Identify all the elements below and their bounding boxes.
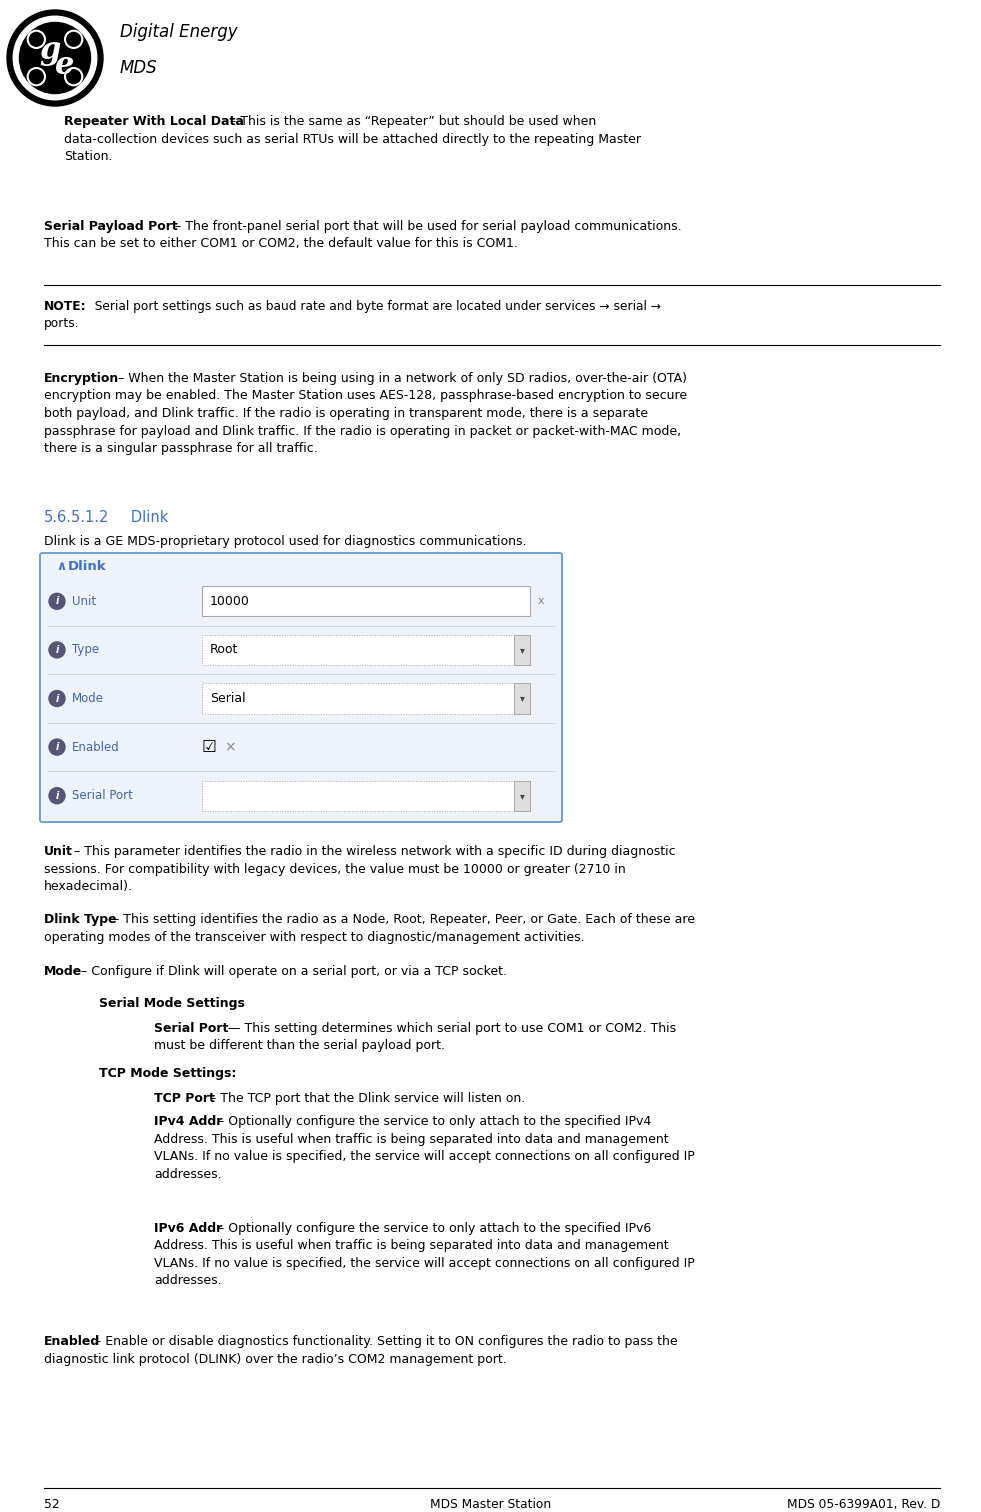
Circle shape [49, 643, 65, 658]
Text: ∧: ∧ [56, 559, 66, 573]
Text: TCP Mode Settings:: TCP Mode Settings: [99, 1067, 236, 1080]
Text: MDS: MDS [120, 59, 158, 77]
Text: i: i [55, 646, 59, 655]
Bar [514, 635, 530, 665]
Text: Address. This is useful when traffic is being separated into data and management: Address. This is useful when traffic is … [154, 1240, 669, 1252]
Bar [202, 587, 530, 617]
Text: Dlink: Dlink [68, 559, 107, 573]
Circle shape [49, 691, 65, 706]
Circle shape [49, 593, 65, 609]
Text: g: g [39, 35, 61, 65]
Text: x: x [538, 596, 544, 606]
Bar [42, 555, 560, 578]
Text: Serial Payload Port: Serial Payload Port [44, 221, 178, 233]
Text: – Enable or disable diagnostics functionality. Setting it to ON configures the r: – Enable or disable diagnostics function… [91, 1335, 678, 1349]
Text: e: e [55, 50, 75, 82]
Text: operating modes of the transceiver with respect to diagnostic/management activit: operating modes of the transceiver with … [44, 930, 585, 943]
Text: Dlink Type: Dlink Type [44, 913, 117, 925]
Text: 52: 52 [44, 1498, 60, 1510]
Text: data-collection devices such as serial RTUs will be attached directly to the rep: data-collection devices such as serial R… [64, 133, 641, 145]
Text: ports.: ports. [44, 318, 79, 331]
Text: must be different than the serial payload port.: must be different than the serial payloa… [154, 1040, 445, 1052]
Text: – This is the same as “Repeater” but should be used when: – This is the same as “Repeater” but sho… [226, 115, 596, 129]
Text: ▾: ▾ [520, 694, 525, 703]
Text: – This setting identifies the radio as a Node, Root, Repeater, Peer, or Gate. Ea: – This setting identifies the radio as a… [109, 913, 695, 925]
Text: Serial Mode Settings: Serial Mode Settings [99, 996, 245, 1010]
Text: encryption may be enabled. The Master Station uses AES-128, passphrase-based enc: encryption may be enabled. The Master St… [44, 390, 687, 402]
Text: i: i [55, 694, 59, 703]
Text: Mode: Mode [72, 692, 104, 705]
Text: Dlink: Dlink [117, 510, 169, 525]
Text: both payload, and Dlink traffic. If the radio is operating in transparent mode, : both payload, and Dlink traffic. If the … [44, 407, 648, 420]
Bar [514, 683, 530, 714]
Text: Enabled: Enabled [72, 741, 120, 753]
Text: MDS Master Station: MDS Master Station [430, 1498, 551, 1510]
Circle shape [20, 23, 90, 94]
Text: Encryption: Encryption [44, 372, 120, 386]
Text: VLANs. If no value is specified, the service will accept connections on all conf: VLANs. If no value is specified, the ser… [154, 1151, 695, 1163]
Text: – This parameter identifies the radio in the wireless network with a specific ID: – This parameter identifies the radio in… [70, 845, 676, 857]
Text: Enabled: Enabled [44, 1335, 100, 1349]
Text: addresses.: addresses. [154, 1275, 222, 1288]
Text: MDS 05-6399A01, Rev. D: MDS 05-6399A01, Rev. D [787, 1498, 940, 1510]
Text: i: i [55, 742, 59, 751]
Text: – Optionally configure the service to only attach to the specified IPv6: – Optionally configure the service to on… [214, 1222, 651, 1235]
Bar [514, 780, 530, 810]
Circle shape [7, 11, 103, 106]
Text: hexadecimal).: hexadecimal). [44, 880, 133, 894]
Text: ▾: ▾ [520, 791, 525, 801]
Text: — This setting determines which serial port to use COM1 or COM2. This: — This setting determines which serial p… [224, 1022, 676, 1036]
Circle shape [13, 17, 97, 100]
Text: VLANs. If no value is specified, the service will accept connections on all conf: VLANs. If no value is specified, the ser… [154, 1256, 695, 1270]
Text: sessions. For compatibility with legacy devices, the value must be 10000 or grea: sessions. For compatibility with legacy … [44, 862, 626, 875]
Text: TCP Port: TCP Port [154, 1092, 215, 1105]
Bar [202, 780, 530, 810]
Text: Address. This is useful when traffic is being separated into data and management: Address. This is useful when traffic is … [154, 1132, 669, 1146]
Text: Serial Port: Serial Port [72, 789, 132, 803]
Text: Serial port settings such as baud rate and byte format are located under service: Serial port settings such as baud rate a… [87, 299, 661, 313]
Text: IPv4 Addr: IPv4 Addr [154, 1114, 223, 1128]
Text: Station.: Station. [64, 150, 113, 163]
Text: – The TCP port that the Dlink service will listen on.: – The TCP port that the Dlink service wi… [206, 1092, 525, 1105]
Text: IPv6 Addr: IPv6 Addr [154, 1222, 223, 1235]
Text: ▾: ▾ [520, 646, 525, 655]
Text: Serial: Serial [210, 692, 245, 705]
Text: – Configure if Dlink will operate on a serial port, or via a TCP socket.: – Configure if Dlink will operate on a s… [77, 965, 507, 978]
Text: Digital Energy: Digital Energy [120, 23, 237, 41]
Text: Type: Type [72, 644, 99, 656]
Text: passphrase for payload and Dlink traffic. If the radio is operating in packet or: passphrase for payload and Dlink traffic… [44, 425, 681, 437]
Text: – Optionally configure the service to only attach to the specified IPv4: – Optionally configure the service to on… [214, 1114, 651, 1128]
Bar [202, 683, 530, 714]
Text: ×: × [224, 739, 235, 754]
Text: Unit: Unit [44, 845, 73, 857]
FancyBboxPatch shape [40, 553, 562, 823]
Text: 5.6.5.1.2: 5.6.5.1.2 [44, 510, 109, 525]
Text: Dlink is a GE MDS-proprietary protocol used for diagnostics communications.: Dlink is a GE MDS-proprietary protocol u… [44, 535, 527, 547]
Text: i: i [55, 791, 59, 801]
Text: – When the Master Station is being using in a network of only SD radios, over-th: – When the Master Station is being using… [114, 372, 687, 386]
Bar [202, 635, 530, 665]
Text: Mode: Mode [44, 965, 82, 978]
Text: This can be set to either COM1 or COM2, the default value for this is COM1.: This can be set to either COM1 or COM2, … [44, 237, 518, 251]
Text: 10000: 10000 [210, 594, 250, 608]
Text: addresses.: addresses. [154, 1167, 222, 1181]
Text: ☑: ☑ [202, 738, 217, 756]
Text: there is a singular passphrase for all traffic.: there is a singular passphrase for all t… [44, 442, 318, 455]
Text: – The front-panel serial port that will be used for serial payload communication: – The front-panel serial port that will … [171, 221, 682, 233]
Circle shape [49, 739, 65, 754]
Text: Root: Root [210, 644, 238, 656]
Text: NOTE:: NOTE: [44, 299, 86, 313]
Text: Repeater With Local Data: Repeater With Local Data [64, 115, 244, 129]
Text: Serial Port: Serial Port [154, 1022, 229, 1036]
Text: :: : [229, 996, 233, 1010]
Text: Unit: Unit [72, 594, 96, 608]
Text: diagnostic link protocol (DLINK) over the radio’s COM2 management port.: diagnostic link protocol (DLINK) over th… [44, 1353, 507, 1365]
Circle shape [49, 788, 65, 804]
Text: i: i [55, 596, 59, 606]
